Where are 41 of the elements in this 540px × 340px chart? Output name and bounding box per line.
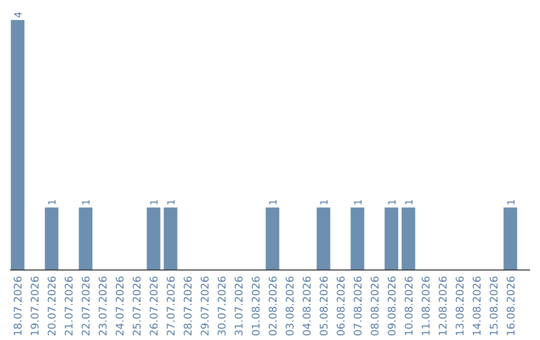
x-tick-label: 07.08.2026 — [352, 276, 364, 336]
data-label: 1 — [82, 199, 93, 206]
x-tick-label: 13.08.2026 — [454, 276, 466, 336]
x-tick-label: 31.07.2026 — [234, 276, 246, 336]
x-tick-label: 30.07.2026 — [216, 276, 229, 336]
x-tick-label: 14.08.2026 — [471, 276, 484, 336]
x-tick-label: 03.08.2026 — [284, 276, 296, 336]
x-tick-label: 04.08.2026 — [301, 276, 314, 336]
x-tick-label: 27.07.2026 — [166, 276, 178, 336]
data-label: 1 — [150, 199, 161, 206]
x-tick-label: 06.08.2026 — [335, 276, 348, 336]
x-tick-label: 28.07.2026 — [182, 276, 195, 336]
x-tick-label: 18.07.2026 — [12, 276, 25, 336]
x-tick-label: 25.07.2026 — [132, 276, 144, 336]
data-label: 1 — [506, 199, 518, 206]
data-label: 1 — [387, 199, 398, 206]
x-tick-label: 26.07.2026 — [148, 276, 161, 336]
x-tick-label: 11.08.2026 — [420, 276, 432, 336]
data-label: 1 — [166, 199, 178, 206]
x-tick-label: 05.08.2026 — [318, 276, 330, 336]
x-tick-label: 16.08.2026 — [505, 276, 518, 336]
x-tick-label: 29.07.2026 — [200, 276, 212, 336]
data-label: 4 — [14, 12, 25, 18]
x-tick-label: 23.07.2026 — [98, 276, 110, 336]
x-tick-label: 09.08.2026 — [386, 276, 398, 336]
x-tick-label: 10.08.2026 — [403, 276, 416, 336]
x-tick-label: 02.08.2026 — [267, 276, 280, 336]
x-tick-label: 22.07.2026 — [80, 276, 93, 336]
x-tick-label: 01.08.2026 — [250, 276, 263, 336]
x-tick-label: 20.07.2026 — [46, 276, 59, 336]
x-tick-label: 15.08.2026 — [488, 276, 500, 336]
x-tick-label: 24.07.2026 — [114, 276, 127, 336]
data-label: 1 — [268, 199, 280, 206]
data-label: 1 — [48, 199, 59, 206]
x-tick-label: 12.08.2026 — [437, 276, 450, 336]
data-label: 1 — [319, 199, 330, 206]
x-tick-label: 21.07.2026 — [64, 276, 76, 336]
data-label: 1 — [404, 199, 416, 206]
x-tick-label: 08.08.2026 — [369, 276, 382, 336]
x-tick-label: 19.07.2026 — [30, 276, 42, 336]
data-label: 1 — [353, 199, 364, 206]
